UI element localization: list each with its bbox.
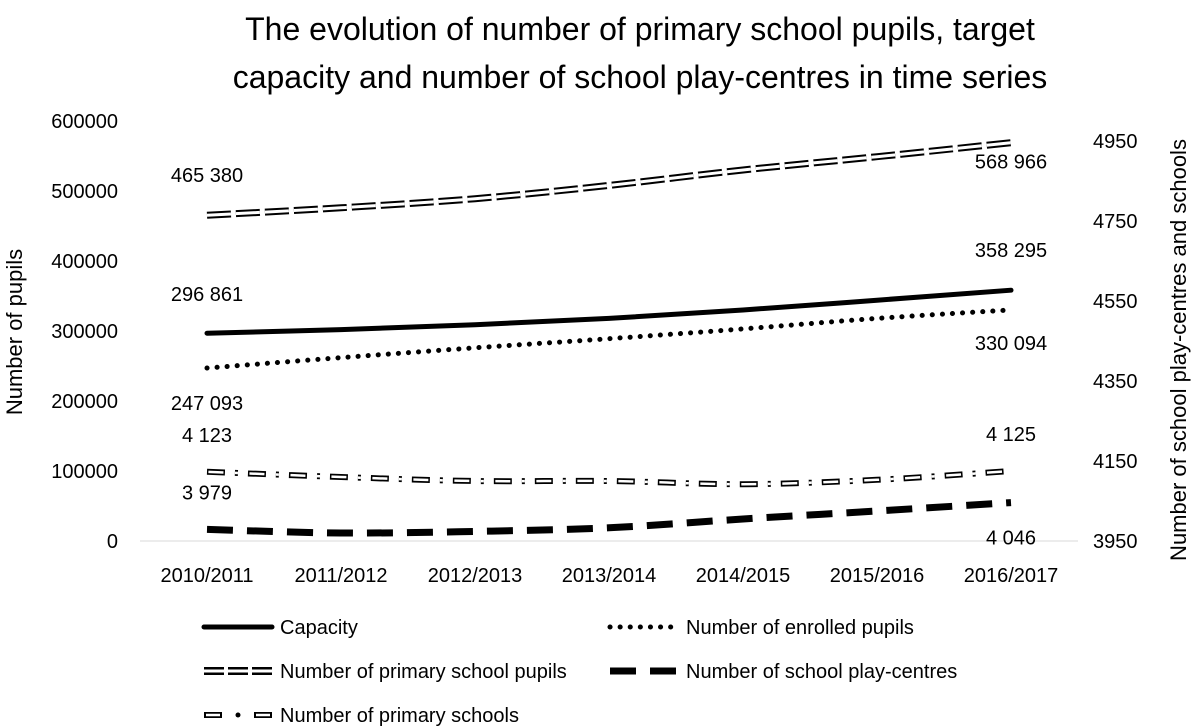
legend-swatch-dot <box>235 712 241 718</box>
data-label: 4 123 <box>182 425 232 447</box>
y2-tick-label: 4150 <box>1093 451 1138 473</box>
x-tick-label: 2014/2015 <box>696 565 791 587</box>
y-tick-label: 200000 <box>51 391 118 413</box>
legend: Capacity Number of enrolled pupils Number … <box>201 617 957 727</box>
legend-label: Number of primary schools <box>280 705 519 727</box>
legend-label: Capacity <box>280 617 358 639</box>
legend-label: Number of primary school pupils <box>280 661 567 683</box>
legend-item: Capacity <box>201 617 358 639</box>
y-tick-label: 400000 <box>51 251 118 273</box>
series-number-of-primary-school-pupils <box>206 139 1012 219</box>
series-capacity <box>204 287 1014 336</box>
data-label: 4 046 <box>986 528 1036 550</box>
y-tick-label: 600000 <box>51 111 118 133</box>
y2-tick-label: 4550 <box>1093 291 1138 313</box>
series-number-of-primary-schools <box>206 468 1012 488</box>
series-line <box>204 287 1014 336</box>
data-label: 358 295 <box>975 240 1047 262</box>
x-tick-label: 2016/2017 <box>964 565 1059 587</box>
y2-tick-label: 3950 <box>1093 531 1138 553</box>
data-label: 247 093 <box>171 393 243 415</box>
y-tick-label: 500000 <box>51 181 118 203</box>
data-label: 3 979 <box>182 482 232 504</box>
y2-axis-ticks: 3950 4150 4350 4550 4750 4950 <box>1093 131 1138 553</box>
data-label: 296 861 <box>171 284 243 306</box>
x-tick-label: 2013/2014 <box>562 565 657 587</box>
data-label: 4 125 <box>986 424 1036 446</box>
chart-title-line-2: capacity and number of school play-centr… <box>233 59 1048 95</box>
y-axis-title: Number of pupils <box>2 249 27 415</box>
y-tick-label: 100000 <box>51 461 118 483</box>
x-tick-label: 2011/2012 <box>294 565 387 587</box>
y2-tick-label: 4950 <box>1093 131 1138 153</box>
series-line-inner <box>206 469 1012 486</box>
x-tick-label: 2010/2011 <box>160 565 253 587</box>
series-layer <box>204 139 1014 537</box>
series-number-of-school-play-centres <box>206 499 1012 537</box>
legend-item: Number of primary schools <box>204 705 519 727</box>
legend-item: Number of primary school pupils <box>204 661 567 683</box>
series-line <box>204 307 1014 371</box>
data-label: 568 966 <box>975 152 1047 174</box>
x-tick-label: 2015/2016 <box>830 565 925 587</box>
y-axis-ticks: 0 100000 200000 300000 400000 500000 600000 <box>51 111 118 553</box>
series-line <box>206 139 1012 219</box>
y2-axis-title: Number of school play-centres and school… <box>1166 139 1191 561</box>
series-line <box>206 468 1012 488</box>
series-line-inner <box>206 141 1012 217</box>
y2-tick-label: 4350 <box>1093 371 1138 393</box>
legend-item: Number of enrolled pupils <box>607 617 914 639</box>
y-tick-label: 0 <box>107 531 118 553</box>
series-line <box>206 499 1012 537</box>
data-label: 330 094 <box>975 333 1047 355</box>
legend-label: Number of school play-centres <box>686 661 957 683</box>
legend-label: Number of enrolled pupils <box>686 617 914 639</box>
data-labels: 296 861 358 295 247 093 330 094 465 380 568 9… <box>171 152 1047 550</box>
y2-tick-label: 4750 <box>1093 211 1138 233</box>
series-number-of-enrolled-pupils <box>204 307 1014 371</box>
legend-item: Number of school play-centres <box>610 661 957 683</box>
data-label: 465 380 <box>171 165 243 187</box>
x-axis-ticks: 2010/2011 2011/2012 2012/2013 2013/2014 2014… <box>160 565 1058 587</box>
x-tick-label: 2012/2013 <box>428 565 523 587</box>
chart-title-line-1: The evolution of number of primary schoo… <box>245 11 1035 47</box>
y-tick-label: 300000 <box>51 321 118 343</box>
